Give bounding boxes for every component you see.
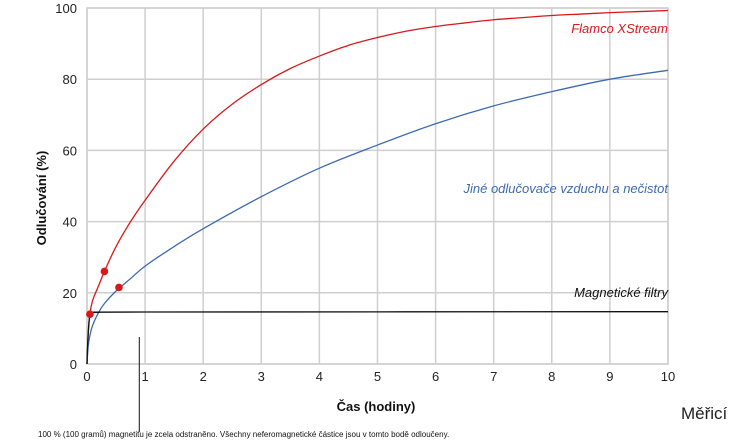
plot-frame — [86, 7, 669, 365]
x-tick-label: 1 — [141, 369, 148, 384]
y-tick-label: 80 — [63, 72, 77, 87]
data-point-marker — [100, 267, 109, 276]
x-tick-label: 10 — [661, 369, 675, 384]
x-tick-label: 3 — [258, 369, 265, 384]
y-tick-label: 100 — [55, 1, 77, 16]
series-label-other-separators: Jiné odlučovače vzduchu a nečistot — [462, 181, 669, 196]
series-line-other-separators — [86, 69, 669, 365]
y-tick-label: 0 — [70, 357, 77, 372]
data-point-marker — [86, 310, 94, 318]
y-tick-label: 60 — [63, 143, 77, 158]
corner-text: Měřicí — [681, 404, 728, 423]
x-tick-label: 8 — [548, 369, 555, 384]
series-label-flamco: Flamco XStream — [571, 21, 668, 36]
x-tick-label: 2 — [200, 369, 207, 384]
x-tick-label: 4 — [316, 369, 323, 384]
series-label-magnetic-filters: Magnetické filtry — [574, 285, 669, 300]
y-tick-label: 40 — [63, 215, 77, 230]
y-tick-label: 20 — [63, 286, 77, 301]
series-line-flamco — [86, 9, 669, 365]
annotation-text: 100 % (100 gramů) magnetitu je zcela ods… — [38, 430, 450, 439]
x-tick-label: 5 — [374, 369, 381, 384]
data-point-marker — [115, 283, 123, 292]
x-tick-label: 6 — [432, 369, 439, 384]
marker-layer — [86, 267, 123, 318]
x-tick-label: 7 — [490, 369, 497, 384]
x-axis-title: Čas (hodiny) — [337, 399, 416, 414]
grid-lines — [86, 7, 669, 365]
x-tick-label: 9 — [606, 369, 613, 384]
x-tick-label: 0 — [83, 369, 90, 384]
y-axis-title: Odlučování (%) — [34, 151, 49, 246]
